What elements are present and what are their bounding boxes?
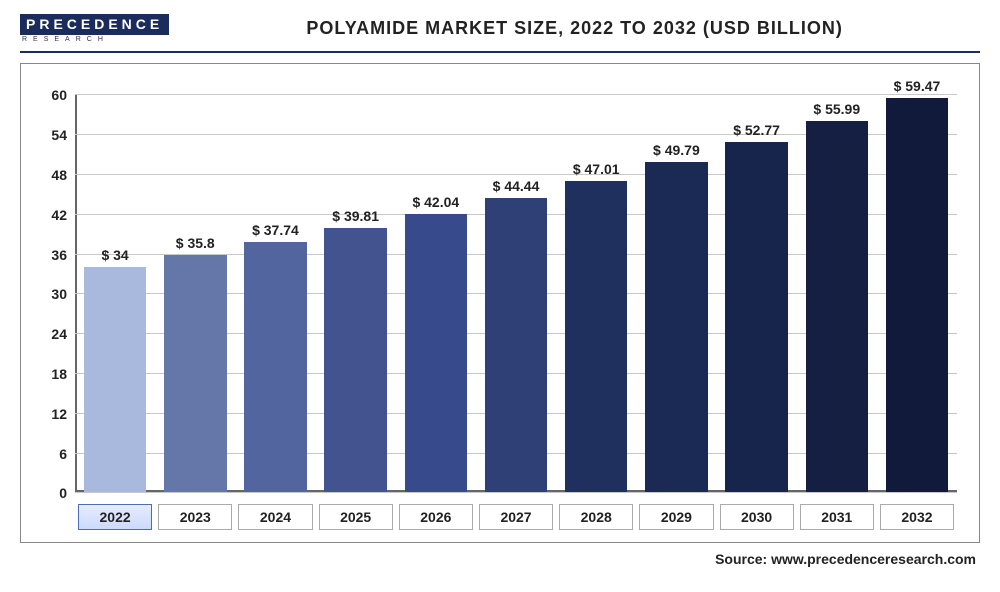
bar-wrap: $ 42.04 xyxy=(396,94,476,492)
xtick-label: 2026 xyxy=(399,504,473,530)
logo: PRECEDENCE RESEARCH xyxy=(20,14,169,43)
bar-wrap: $ 55.99 xyxy=(797,94,877,492)
xtick-label: 2023 xyxy=(158,504,232,530)
xtick-label: 2022 xyxy=(78,504,152,530)
bar-value-label: $ 34 xyxy=(101,247,128,263)
ytick-label: 24 xyxy=(51,326,75,342)
ytick-label: 54 xyxy=(51,127,75,143)
bar-wrap: $ 59.47 xyxy=(877,94,957,492)
bar: $ 49.79 xyxy=(645,162,708,492)
bar: $ 47.01 xyxy=(565,181,628,493)
ytick-label: 30 xyxy=(51,286,75,302)
plot-area: 06121824303642485460 $ 34$ 35.8$ 37.74$ … xyxy=(75,94,957,492)
bar-wrap: $ 44.44 xyxy=(476,94,556,492)
ytick-label: 0 xyxy=(59,485,75,501)
xtick-label: 2030 xyxy=(720,504,794,530)
logo-bottom: RESEARCH xyxy=(20,35,169,43)
xtick-label: 2024 xyxy=(238,504,312,530)
bar: $ 34 xyxy=(84,267,147,493)
bar-value-label: $ 55.99 xyxy=(813,101,860,117)
bar: $ 55.99 xyxy=(806,121,869,492)
ytick-label: 6 xyxy=(59,446,75,462)
chart-frame: 06121824303642485460 $ 34$ 35.8$ 37.74$ … xyxy=(20,63,980,543)
bar: $ 44.44 xyxy=(485,198,548,493)
divider xyxy=(20,51,980,53)
bar-wrap: $ 37.74 xyxy=(235,94,315,492)
bar: $ 39.81 xyxy=(324,228,387,492)
bar-wrap: $ 47.01 xyxy=(556,94,636,492)
xtick-label: 2028 xyxy=(559,504,633,530)
bar: $ 59.47 xyxy=(886,98,949,492)
logo-top: PRECEDENCE xyxy=(20,14,169,35)
bar-wrap: $ 39.81 xyxy=(316,94,396,492)
bar-wrap: $ 34 xyxy=(75,94,155,492)
ytick-label: 48 xyxy=(51,167,75,183)
x-axis-labels: 202220232024 20252026202720282029 20302031… xyxy=(75,504,957,530)
ytick-label: 60 xyxy=(51,87,75,103)
bar-value-label: $ 39.81 xyxy=(332,208,379,224)
bar-wrap: $ 35.8 xyxy=(155,94,235,492)
bar-value-label: $ 47.01 xyxy=(573,161,620,177)
xtick-label: 2029 xyxy=(639,504,713,530)
bar-value-label: $ 59.47 xyxy=(894,78,941,94)
chart-title: POLYAMIDE MARKET SIZE, 2022 TO 2032 (USD… xyxy=(169,18,980,39)
bar: $ 37.74 xyxy=(244,242,307,492)
xtick-label: 2025 xyxy=(319,504,393,530)
bar-value-label: $ 42.04 xyxy=(412,194,459,210)
ytick-label: 42 xyxy=(51,207,75,223)
bar-wrap: $ 49.79 xyxy=(636,94,716,492)
bar-value-label: $ 35.8 xyxy=(176,235,215,251)
bar-wrap: $ 52.77 xyxy=(717,94,797,492)
bar-value-label: $ 49.79 xyxy=(653,142,700,158)
bar: $ 52.77 xyxy=(725,142,788,492)
xtick-label: 2031 xyxy=(800,504,874,530)
bars-row: $ 34 $ 35.8 $ 37.74 $ 39.81 $ 42.04 $ 44.44 $ … xyxy=(75,94,957,492)
bar-value-label: $ 44.44 xyxy=(493,178,540,194)
xtick-label: 2027 xyxy=(479,504,553,530)
header: PRECEDENCE RESEARCH POLYAMIDE MARKET SIZ… xyxy=(20,10,980,47)
ytick-label: 12 xyxy=(51,406,75,422)
bar: $ 42.04 xyxy=(405,214,468,493)
bar-value-label: $ 37.74 xyxy=(252,222,299,238)
bar: $ 35.8 xyxy=(164,255,227,492)
ytick-label: 18 xyxy=(51,366,75,382)
bar-value-label: $ 52.77 xyxy=(733,122,780,138)
source-attribution: Source: www.precedenceresearch.com xyxy=(20,543,980,567)
xtick-label: 2032 xyxy=(880,504,954,530)
gridline: 0 xyxy=(75,492,957,493)
ytick-label: 36 xyxy=(51,247,75,263)
